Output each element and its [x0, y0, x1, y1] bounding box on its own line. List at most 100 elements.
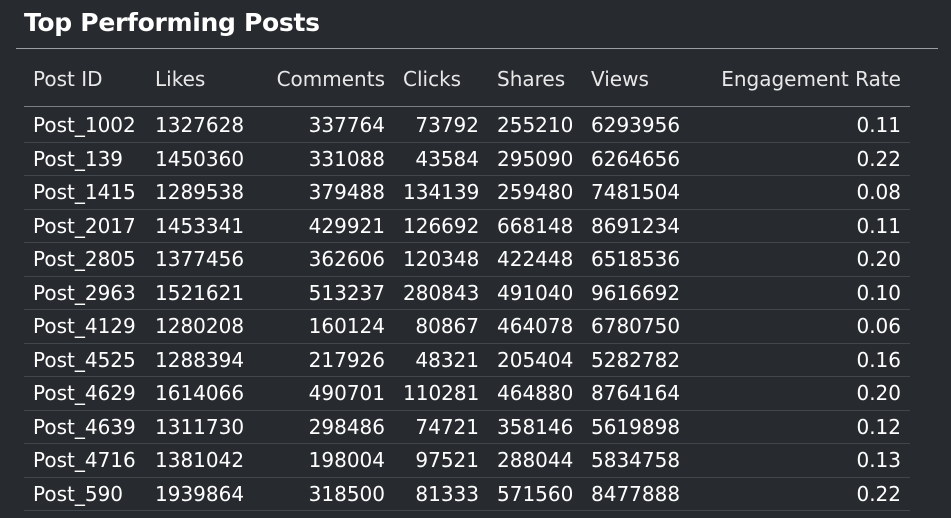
- cell-likes: 1280208: [146, 309, 251, 344]
- cell-shares: 571560: [488, 477, 582, 511]
- cell-shares: 259480: [488, 175, 582, 210]
- cell-shares: 464078: [488, 309, 582, 344]
- column-header-likes: Likes: [146, 58, 251, 107]
- panel-title: Top Performing Posts: [24, 8, 320, 37]
- cell-engagement-rate: 0.12: [687, 410, 910, 444]
- cell-engagement-rate: 0.22: [687, 477, 910, 511]
- cell-comments: 513237: [251, 276, 394, 310]
- cell-views: 8691234: [582, 209, 687, 243]
- table-row: Post_4525 1288394 217926 48321 205404 52…: [24, 343, 910, 377]
- table-row: Post_1415 1289538 379488 134139 259480 7…: [24, 175, 910, 210]
- cell-comments: 337764: [251, 106, 394, 143]
- cell-views: 8764164: [582, 376, 687, 411]
- cell-comments: 490701: [251, 376, 394, 411]
- cell-post-id: Post_2017: [24, 209, 146, 243]
- cell-likes: 1521621: [146, 276, 251, 310]
- table-row: Post_4629 1614066 490701 110281 464880 8…: [24, 376, 910, 411]
- cell-shares: 358146: [488, 410, 582, 444]
- cell-post-id: Post_590: [24, 477, 146, 511]
- cell-post-id: Post_4629: [24, 376, 146, 411]
- cell-engagement-rate: 0.08: [687, 175, 910, 210]
- cell-shares: 491040: [488, 276, 582, 310]
- cell-clicks: 48321: [394, 343, 488, 377]
- cell-post-id: Post_2805: [24, 242, 146, 277]
- cell-post-id: Post_4129: [24, 309, 146, 344]
- cell-comments: 362606: [251, 242, 394, 277]
- column-header-comments: Comments: [251, 58, 394, 107]
- cell-views: 7481504: [582, 175, 687, 210]
- posts-table-container: Post ID Likes Comments Clicks Shares Vie…: [24, 58, 910, 511]
- cell-likes: 1381042: [146, 443, 251, 478]
- cell-shares: 422448: [488, 242, 582, 277]
- cell-clicks: 134139: [394, 175, 488, 210]
- cell-engagement-rate: 0.22: [687, 142, 910, 176]
- table-header-row: Post ID Likes Comments Clicks Shares Vie…: [24, 58, 910, 107]
- cell-shares: 668148: [488, 209, 582, 243]
- cell-clicks: 110281: [394, 376, 488, 411]
- table-row: Post_4716 1381042 198004 97521 288044 58…: [24, 443, 910, 478]
- cell-post-id: Post_139: [24, 142, 146, 176]
- table-row: Post_2017 1453341 429921 126692 668148 8…: [24, 209, 910, 243]
- cell-likes: 1377456: [146, 242, 251, 277]
- cell-clicks: 126692: [394, 209, 488, 243]
- table-row: Post_4639 1311730 298486 74721 358146 56…: [24, 410, 910, 444]
- cell-comments: 331088: [251, 142, 394, 176]
- cell-clicks: 80867: [394, 309, 488, 344]
- column-header-engagement-rate: Engagement Rate: [687, 58, 910, 107]
- cell-engagement-rate: 0.16: [687, 343, 910, 377]
- cell-engagement-rate: 0.13: [687, 443, 910, 478]
- table-row: Post_2963 1521621 513237 280843 491040 9…: [24, 276, 910, 310]
- cell-comments: 429921: [251, 209, 394, 243]
- cell-views: 5282782: [582, 343, 687, 377]
- cell-post-id: Post_1415: [24, 175, 146, 210]
- cell-clicks: 97521: [394, 443, 488, 478]
- cell-views: 6264656: [582, 142, 687, 176]
- cell-views: 6780750: [582, 309, 687, 344]
- cell-post-id: Post_4525: [24, 343, 146, 377]
- cell-likes: 1311730: [146, 410, 251, 444]
- cell-clicks: 73792: [394, 106, 488, 143]
- column-header-shares: Shares: [488, 58, 582, 107]
- cell-clicks: 120348: [394, 242, 488, 277]
- cell-clicks: 74721: [394, 410, 488, 444]
- cell-shares: 288044: [488, 443, 582, 478]
- cell-comments: 198004: [251, 443, 394, 478]
- posts-table-body: Post_1002 1327628 337764 73792 255210 62…: [24, 106, 910, 511]
- cell-clicks: 81333: [394, 477, 488, 511]
- cell-views: 5834758: [582, 443, 687, 478]
- cell-shares: 255210: [488, 106, 582, 143]
- cell-clicks: 43584: [394, 142, 488, 176]
- cell-engagement-rate: 0.06: [687, 309, 910, 344]
- cell-shares: 464880: [488, 376, 582, 411]
- cell-engagement-rate: 0.20: [687, 242, 910, 277]
- table-row: Post_1002 1327628 337764 73792 255210 62…: [24, 106, 910, 143]
- column-header-post-id: Post ID: [24, 58, 146, 107]
- table-row: Post_590 1939864 318500 81333 571560 847…: [24, 477, 910, 511]
- cell-likes: 1327628: [146, 106, 251, 143]
- cell-comments: 217926: [251, 343, 394, 377]
- cell-post-id: Post_2963: [24, 276, 146, 310]
- cell-likes: 1450360: [146, 142, 251, 176]
- cell-views: 6518536: [582, 242, 687, 277]
- cell-likes: 1453341: [146, 209, 251, 243]
- cell-views: 9616692: [582, 276, 687, 310]
- cell-views: 8477888: [582, 477, 687, 511]
- cell-shares: 205404: [488, 343, 582, 377]
- cell-comments: 379488: [251, 175, 394, 210]
- cell-comments: 298486: [251, 410, 394, 444]
- column-header-clicks: Clicks: [394, 58, 488, 107]
- table-row: Post_4129 1280208 160124 80867 464078 67…: [24, 309, 910, 344]
- cell-likes: 1939864: [146, 477, 251, 511]
- cell-engagement-rate: 0.11: [687, 209, 910, 243]
- cell-comments: 160124: [251, 309, 394, 344]
- cell-views: 6293956: [582, 106, 687, 143]
- cell-comments: 318500: [251, 477, 394, 511]
- column-header-views: Views: [582, 58, 687, 107]
- cell-clicks: 280843: [394, 276, 488, 310]
- table-row: Post_139 1450360 331088 43584 295090 626…: [24, 142, 910, 176]
- cell-likes: 1288394: [146, 343, 251, 377]
- cell-engagement-rate: 0.20: [687, 376, 910, 411]
- cell-engagement-rate: 0.11: [687, 106, 910, 143]
- cell-post-id: Post_4716: [24, 443, 146, 478]
